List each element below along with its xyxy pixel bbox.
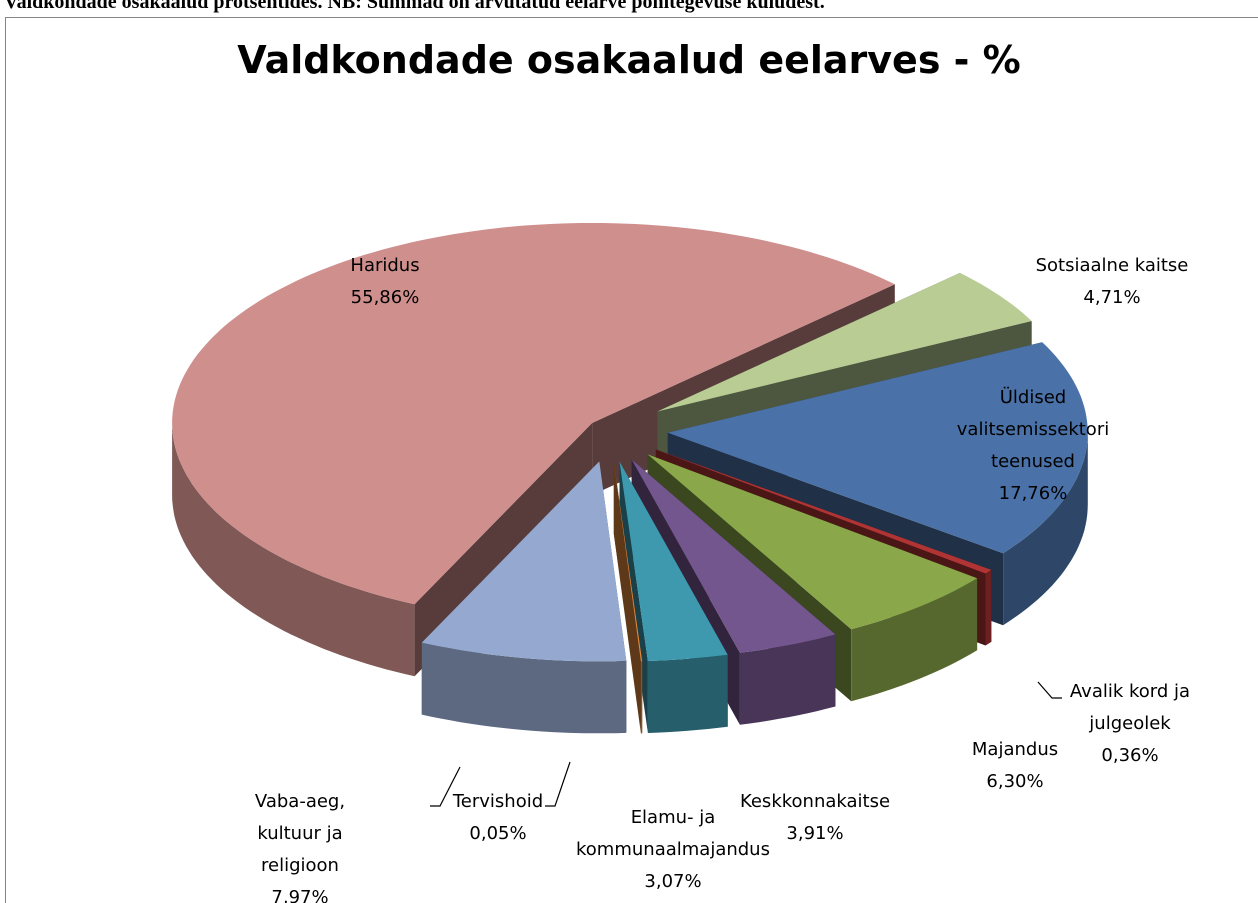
- slice-label: Tervishoid 0,05%: [428, 786, 568, 850]
- leader-line: [1037, 681, 1062, 699]
- category-label: Avalik kord ja julgeolek: [1069, 681, 1191, 734]
- header-text: Valdkondade osakaalud protsentides. NB: …: [4, 0, 825, 13]
- slice: [613, 461, 643, 662]
- category-label: Elamu- ja kommunaalmajandus: [576, 807, 770, 860]
- slice-wall: [172, 423, 415, 677]
- slice: [667, 342, 1088, 554]
- slice: [655, 449, 992, 574]
- value-label: 0,05%: [469, 823, 527, 844]
- value-label: 55,86%: [350, 287, 420, 308]
- slice: [172, 223, 895, 605]
- value-label: 0,36%: [1101, 745, 1159, 766]
- slice-wall: [1003, 432, 1088, 626]
- category-label: Haridus: [350, 255, 420, 276]
- slice: [647, 454, 978, 630]
- slice: [657, 272, 1032, 412]
- chart-frame: [5, 17, 1258, 903]
- category-label: Keskkonnakaitse: [739, 791, 891, 812]
- slice-label: Sotsiaalne kaitse 4,71%: [1012, 250, 1212, 314]
- slice-wall: [851, 578, 978, 702]
- slice-label: Keskkonnakaitse 3,91%: [725, 786, 905, 850]
- category-label: Üldised valitsemissektori teenused: [956, 387, 1110, 472]
- slice-wall: [640, 661, 643, 734]
- value-label: 3,07%: [644, 871, 702, 892]
- value-label: 17,76%: [998, 483, 1068, 504]
- slice: [619, 461, 728, 661]
- slice-label: Elamu- ja kommunaalmajandus 3,07%: [568, 802, 778, 898]
- slice-label: Avalik kord ja julgeolek 0,36%: [1055, 676, 1205, 772]
- leader-line: [430, 766, 461, 807]
- value-label: 3,91%: [786, 823, 844, 844]
- slice-wall: [985, 569, 992, 646]
- leader-line: [545, 761, 571, 807]
- category-label: Tervishoid: [452, 791, 544, 812]
- category-label: Sotsiaalne kaitse: [1035, 255, 1189, 276]
- slice-label: Üldised valitsemissektori teenused 17,76%: [938, 382, 1128, 510]
- value-label: 6,30%: [986, 771, 1044, 792]
- slice: [631, 459, 836, 653]
- slice-wall: [739, 634, 836, 725]
- category-label: Vaba-aeg, kultuur ja religioon: [254, 791, 346, 876]
- category-label: Majandus: [971, 739, 1059, 760]
- slice-label: Haridus 55,86%: [285, 250, 485, 314]
- value-label: 7,97%: [271, 887, 329, 903]
- chart-title: Valdkondade osakaalud eelarves - %: [237, 38, 1021, 82]
- slice-wall: [647, 654, 728, 733]
- slice-side: [613, 461, 641, 734]
- slice-wall: [421, 642, 627, 734]
- slice: [421, 461, 627, 662]
- slice-label: Majandus 6,30%: [945, 734, 1085, 798]
- value-label: 4,71%: [1083, 287, 1141, 308]
- slice-label: Vaba-aeg, kultuur ja religioon 7,97%: [235, 786, 365, 903]
